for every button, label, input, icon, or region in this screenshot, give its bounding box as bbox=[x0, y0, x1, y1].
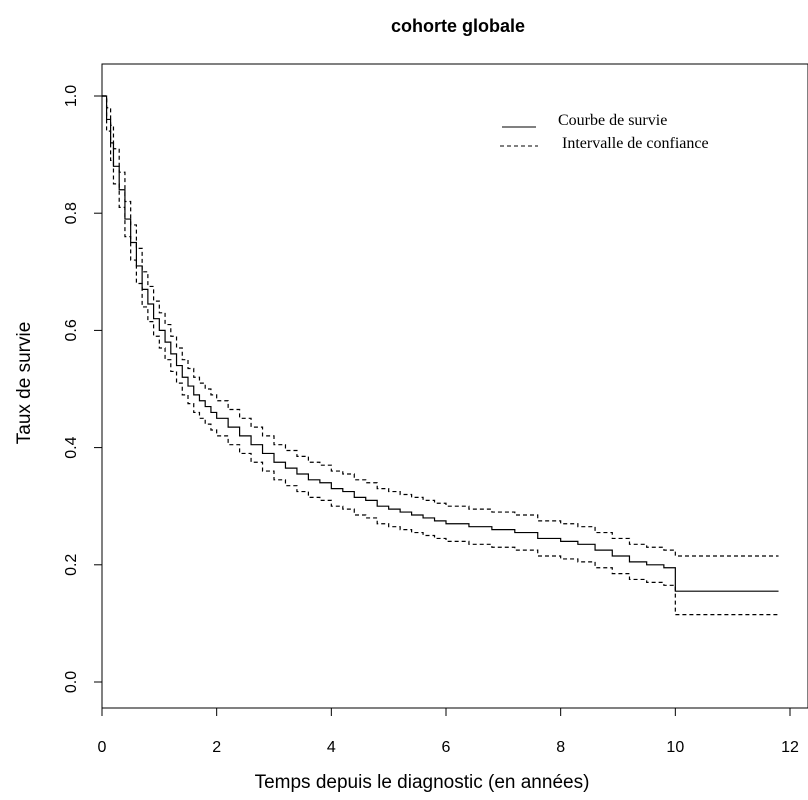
confidence-lower-curve bbox=[102, 95, 779, 616]
y-tick-label: 1.0 bbox=[63, 85, 80, 107]
x-tick-label: 8 bbox=[556, 739, 565, 756]
legend-label-survival: Courbe de survie bbox=[558, 112, 667, 129]
x-tick-label: 0 bbox=[98, 739, 107, 756]
x-tick-label: 10 bbox=[666, 739, 684, 756]
plot-area bbox=[102, 95, 779, 616]
y-tick-label: 0.0 bbox=[63, 671, 80, 693]
confidence-upper-curve bbox=[102, 95, 779, 557]
x-tick-label: 6 bbox=[442, 739, 451, 756]
y-axis-label: Taux de survie bbox=[14, 322, 35, 445]
y-tick-label: 0.8 bbox=[63, 202, 80, 224]
legend: Courbe de survie Intervalle de confiance bbox=[500, 112, 709, 152]
y-tick-label: 0.2 bbox=[63, 554, 80, 576]
survival-curve bbox=[102, 95, 779, 592]
x-tick-label: 4 bbox=[327, 739, 336, 756]
plot-frame bbox=[101, 63, 808, 709]
chart-title: cohorte globale bbox=[391, 16, 525, 36]
y-tick-label: 0.6 bbox=[63, 319, 80, 341]
y-axis: 0.0 0.2 0.4 0.6 0.8 1.0 bbox=[63, 85, 102, 693]
x-axis: 0 2 4 6 8 10 12 bbox=[98, 708, 799, 756]
x-tick-label: 2 bbox=[212, 739, 221, 756]
legend-label-confidence-interval: Intervalle de confiance bbox=[562, 135, 709, 152]
x-axis-label: Temps depuis le diagnostic (en années) bbox=[255, 772, 590, 793]
y-tick-label: 0.4 bbox=[63, 436, 80, 458]
x-tick-label: 12 bbox=[781, 739, 799, 756]
